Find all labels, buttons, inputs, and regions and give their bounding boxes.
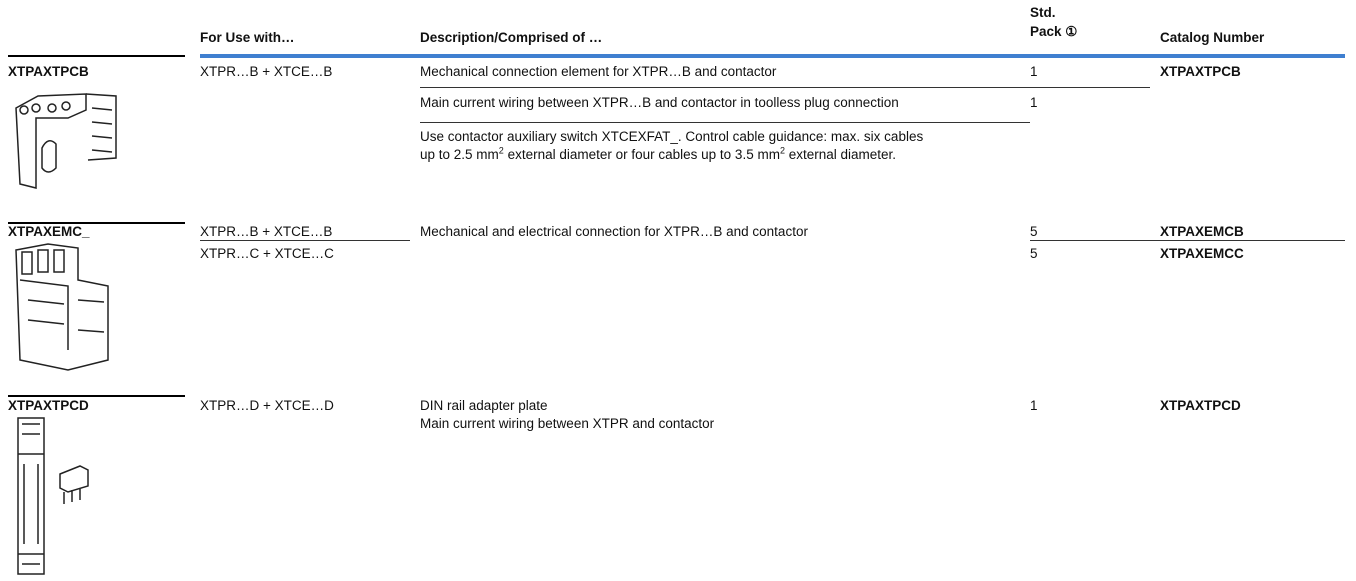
cell: Main current wiring between XTPR and con… [420, 416, 715, 431]
header-cell: For Use with… [200, 30, 295, 45]
cell: Use contactor auxiliary switch XTCEXFAT_… [420, 129, 924, 144]
cell: XTPR…C + XTCE…C [200, 246, 334, 261]
group-rule [8, 395, 185, 397]
product-name: XTPAXTPCB [8, 64, 89, 79]
product-image [15, 93, 117, 189]
cell: 5 [1030, 246, 1038, 261]
cell: XTPR…B + XTCE…B [200, 64, 333, 79]
cell: XTPR…D + XTCE…D [200, 398, 334, 413]
header-cell: Description/Comprised of … [420, 30, 603, 45]
cell: XTPAXEMCC [1160, 246, 1244, 261]
cell: XTPAXTPCD [1160, 398, 1241, 413]
text: external diameter or four cables up to 3… [503, 147, 780, 162]
cell: XTPR…B + XTCE…B [200, 224, 333, 239]
text: up to 2.5 mm [420, 147, 499, 162]
cell: Mechanical connection element for XTPR…B… [420, 64, 777, 79]
cell: 1 [1030, 398, 1038, 413]
cell: Mechanical and electrical connection for… [420, 224, 808, 239]
cell: 1 [1030, 64, 1038, 79]
header-cell: Catalog Number [1160, 30, 1265, 45]
row-rule [200, 240, 410, 241]
header-rule [200, 54, 1345, 58]
row-rule [420, 87, 1150, 88]
cell: up to 2.5 mm2 external diameter or four … [420, 145, 897, 163]
cell: 1 [1030, 95, 1038, 110]
cell: 5 [1030, 224, 1038, 239]
group-rule [8, 55, 185, 57]
product-name: XTPAXEMC_ [8, 224, 90, 239]
product-name: XTPAXTPCD [8, 398, 89, 413]
row-rule [1030, 240, 1345, 241]
header-cell: Std. [1030, 5, 1056, 20]
product-image [17, 417, 89, 575]
product-image [15, 243, 109, 371]
cell: DIN rail adapter plate [420, 398, 548, 413]
group-rule [8, 222, 185, 224]
cell: Main current wiring between XTPR…B and c… [420, 95, 899, 110]
header-cell: Pack ① [1030, 24, 1078, 39]
row-rule [420, 122, 1030, 123]
cell: XTPAXTPCB [1160, 64, 1241, 79]
superscript: 2 [779, 145, 785, 156]
superscript: 2 [498, 145, 504, 156]
text: external diameter. [784, 147, 897, 162]
cell: XTPAXEMCB [1160, 224, 1244, 239]
